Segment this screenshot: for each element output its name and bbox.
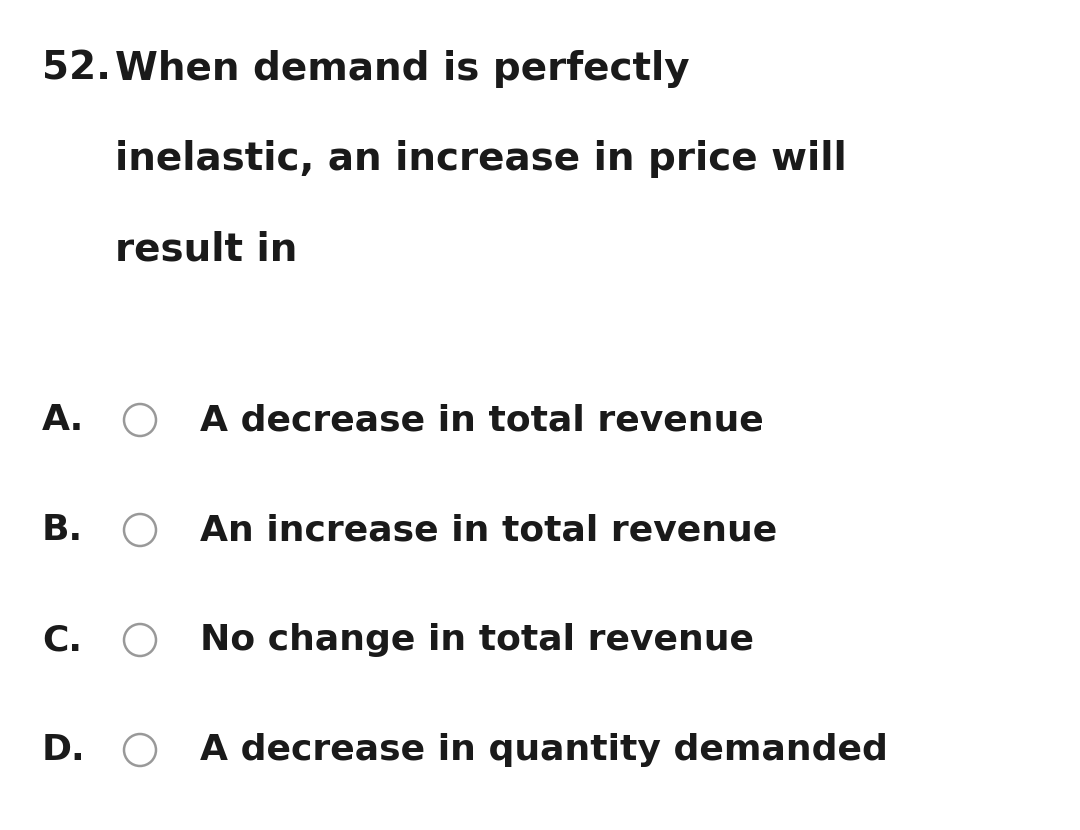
- Text: A decrease in quantity demanded: A decrease in quantity demanded: [200, 733, 888, 767]
- Text: D.: D.: [42, 733, 85, 767]
- Text: 52.: 52.: [42, 50, 111, 88]
- Text: B.: B.: [42, 513, 83, 547]
- Text: A.: A.: [42, 403, 84, 437]
- Text: inelastic, an increase in price will: inelastic, an increase in price will: [114, 140, 847, 178]
- Text: An increase in total revenue: An increase in total revenue: [200, 513, 778, 547]
- Text: When demand is perfectly: When demand is perfectly: [114, 50, 690, 88]
- Text: A decrease in total revenue: A decrease in total revenue: [200, 403, 764, 437]
- Circle shape: [124, 514, 156, 546]
- Text: No change in total revenue: No change in total revenue: [200, 623, 754, 657]
- Circle shape: [124, 624, 156, 656]
- Text: result in: result in: [114, 230, 297, 268]
- Circle shape: [124, 734, 156, 766]
- Text: C.: C.: [42, 623, 82, 657]
- Circle shape: [124, 404, 156, 436]
